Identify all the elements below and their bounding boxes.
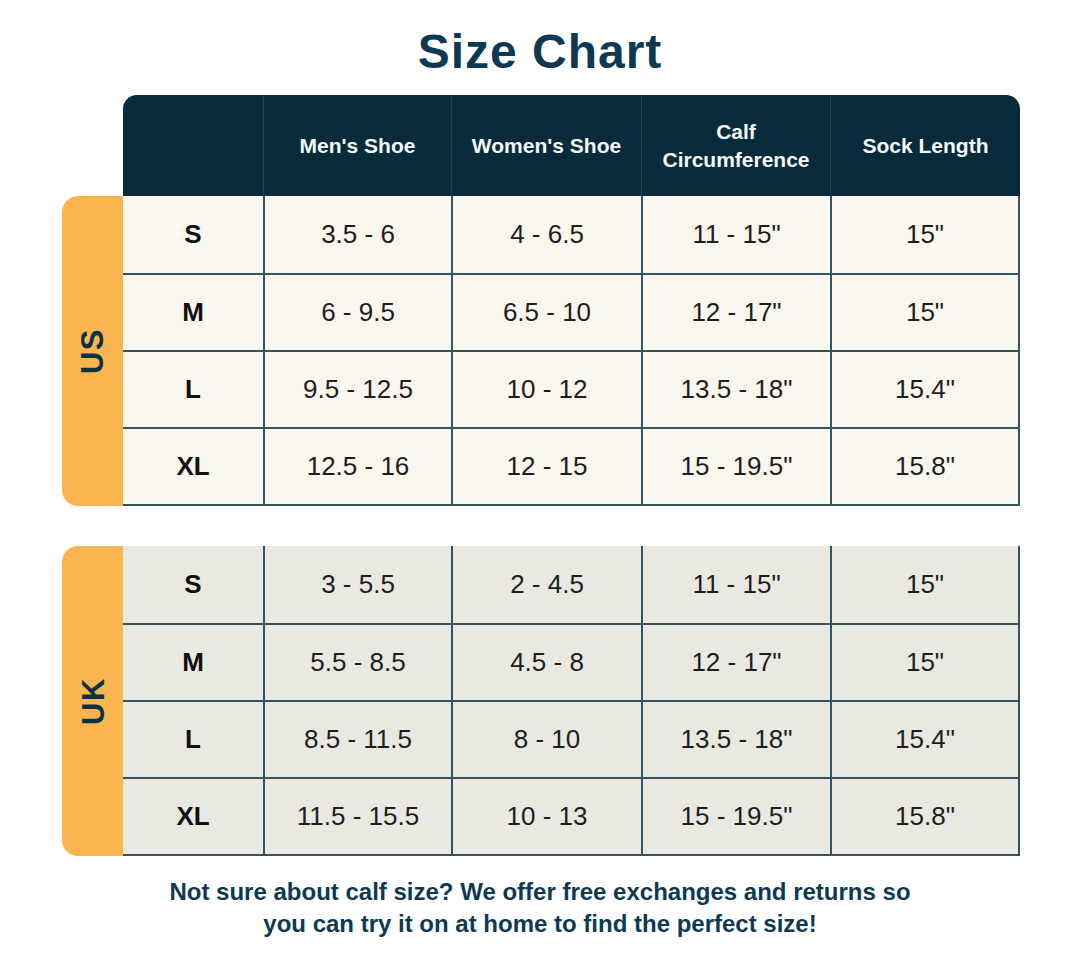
- calf-circumference-value: 15 - 19.5": [641, 429, 830, 504]
- us-tab: US: [62, 196, 125, 506]
- calf-circumference-value: 11 - 15": [641, 546, 830, 623]
- us-tab-label: US: [75, 328, 111, 374]
- footer-line-2: you can try it on at home to find the pe…: [263, 910, 816, 937]
- womens-shoe-value: 10 - 12: [451, 352, 641, 427]
- footer-line-1: Not sure about calf size? We offer free …: [169, 878, 910, 905]
- womens-shoe-value: 12 - 15: [451, 429, 641, 504]
- calf-circumference-value: 15 - 19.5": [641, 779, 830, 854]
- calf-circumference-value: 13.5 - 18": [641, 352, 830, 427]
- col-header-sock-length: Sock Length: [830, 95, 1020, 196]
- size-label: XL: [123, 779, 263, 854]
- header-spacer: [123, 95, 263, 196]
- table-row: L 8.5 - 11.5 8 - 10 13.5 - 18" 15.4": [123, 700, 1018, 777]
- sock-length-value: 15.4": [830, 352, 1018, 427]
- womens-shoe-value: 6.5 - 10: [451, 275, 641, 350]
- womens-shoe-value: 2 - 4.5: [451, 546, 641, 623]
- womens-shoe-value: 4.5 - 8: [451, 625, 641, 700]
- calf-circumference-value: 12 - 17": [641, 275, 830, 350]
- uk-table: S 3 - 5.5 2 - 4.5 11 - 15" 15" M 5.5 - 8…: [123, 546, 1020, 856]
- sock-length-value: 15.4": [830, 702, 1018, 777]
- table-row: S 3.5 - 6 4 - 6.5 11 - 15" 15": [123, 196, 1018, 273]
- size-label: S: [123, 546, 263, 623]
- mens-shoe-value: 8.5 - 11.5: [263, 702, 451, 777]
- uk-tab: UK: [62, 546, 125, 856]
- size-label: S: [123, 196, 263, 273]
- size-chart: Men's Shoe Women's Shoe Calf Circumferen…: [0, 95, 1080, 856]
- womens-shoe-value: 8 - 10: [451, 702, 641, 777]
- sock-length-value: 15": [830, 275, 1018, 350]
- us-table: S 3.5 - 6 4 - 6.5 11 - 15" 15" M 6 - 9.5…: [123, 196, 1020, 506]
- table-row: M 6 - 9.5 6.5 - 10 12 - 17" 15": [123, 273, 1018, 350]
- size-label: L: [123, 702, 263, 777]
- sock-length-value: 15": [830, 196, 1018, 273]
- us-section: US S 3.5 - 6 4 - 6.5 11 - 15" 15" M 6 - …: [123, 196, 1020, 506]
- page-title: Size Chart: [0, 24, 1080, 79]
- table-row: S 3 - 5.5 2 - 4.5 11 - 15" 15": [123, 546, 1018, 623]
- mens-shoe-value: 3.5 - 6: [263, 196, 451, 273]
- mens-shoe-value: 6 - 9.5: [263, 275, 451, 350]
- col-header-calf-circumference: Calf Circumference: [641, 95, 830, 196]
- uk-section: UK S 3 - 5.5 2 - 4.5 11 - 15" 15" M 5.5 …: [123, 546, 1020, 856]
- table-header-row: Men's Shoe Women's Shoe Calf Circumferen…: [123, 95, 1020, 196]
- womens-shoe-value: 10 - 13: [451, 779, 641, 854]
- womens-shoe-value: 4 - 6.5: [451, 196, 641, 273]
- sock-length-value: 15": [830, 625, 1018, 700]
- size-label: L: [123, 352, 263, 427]
- size-label: M: [123, 625, 263, 700]
- size-label: XL: [123, 429, 263, 504]
- table-row: XL 12.5 - 16 12 - 15 15 - 19.5" 15.8": [123, 427, 1018, 504]
- sock-length-value: 15.8": [830, 779, 1018, 854]
- mens-shoe-value: 12.5 - 16: [263, 429, 451, 504]
- footer-note: Not sure about calf size? We offer free …: [0, 876, 1080, 941]
- calf-circumference-value: 11 - 15": [641, 196, 830, 273]
- table-row: XL 11.5 - 15.5 10 - 13 15 - 19.5" 15.8": [123, 777, 1018, 854]
- mens-shoe-value: 5.5 - 8.5: [263, 625, 451, 700]
- calf-circumference-value: 12 - 17": [641, 625, 830, 700]
- sock-length-value: 15": [830, 546, 1018, 623]
- uk-tab-label: UK: [76, 677, 112, 725]
- size-label: M: [123, 275, 263, 350]
- mens-shoe-value: 3 - 5.5: [263, 546, 451, 623]
- calf-circumference-value: 13.5 - 18": [641, 702, 830, 777]
- col-header-mens-shoe: Men's Shoe: [263, 95, 451, 196]
- table-row: M 5.5 - 8.5 4.5 - 8 12 - 17" 15": [123, 623, 1018, 700]
- size-chart-infographic: Size Chart Men's Shoe Women's Shoe Calf …: [0, 24, 1080, 972]
- mens-shoe-value: 9.5 - 12.5: [263, 352, 451, 427]
- sock-length-value: 15.8": [830, 429, 1018, 504]
- mens-shoe-value: 11.5 - 15.5: [263, 779, 451, 854]
- col-header-womens-shoe: Women's Shoe: [451, 95, 641, 196]
- table-row: L 9.5 - 12.5 10 - 12 13.5 - 18" 15.4": [123, 350, 1018, 427]
